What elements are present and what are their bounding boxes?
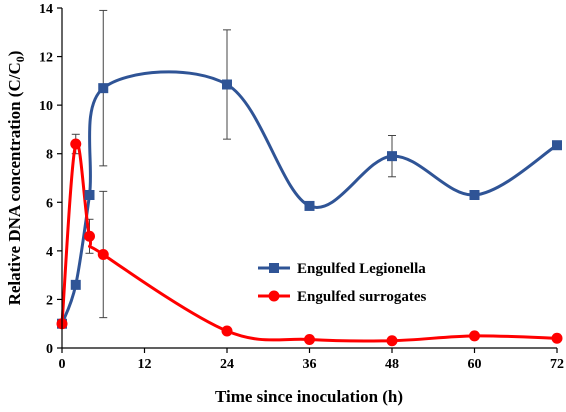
data-point: [469, 330, 480, 342]
x-axis-title: Time since inoculation (h): [215, 387, 403, 406]
legend-label-legionella: Engulfed Legionella: [297, 261, 426, 277]
data-point: [386, 335, 398, 347]
y-axis-title: Relative DNA concentration (C/C0): [5, 51, 27, 306]
legend-label-surrogates: Engulfed surrogates: [297, 289, 426, 305]
x-tick-label: 48: [385, 357, 399, 372]
x-tick-label: 60: [468, 357, 482, 372]
data-point: [304, 334, 315, 345]
data-point: [304, 200, 315, 211]
data-point: [97, 249, 109, 260]
x-tick-label: 36: [303, 357, 317, 372]
y-tick-label: 0: [46, 342, 53, 357]
series-markers: [56, 79, 563, 347]
y-tick-label: 10: [39, 99, 53, 114]
legend: Engulfed Legionella Engulfed surrogates: [258, 261, 426, 305]
data-point: [70, 138, 82, 150]
x-tick-label: 0: [59, 357, 66, 372]
data-point: [221, 325, 233, 337]
legend-marker-surrogates: [268, 290, 280, 302]
y-axis-title-end: ): [5, 51, 24, 57]
y-axis-title-main: Relative DNA concentration (C/C: [5, 62, 24, 305]
data-point: [387, 151, 397, 162]
data-point: [551, 332, 563, 344]
data-point: [84, 190, 95, 200]
x-tick-label: 72: [550, 357, 564, 372]
legend-marker-legionella: [269, 263, 279, 273]
series-line: [60, 140, 558, 343]
y-axis-title-subscript: 0: [13, 56, 27, 62]
data-point: [70, 279, 81, 290]
y-tick-label: 6: [46, 196, 53, 211]
x-tick-label: 12: [138, 357, 152, 372]
data-point: [222, 79, 232, 90]
y-tick-label: 4: [46, 245, 53, 260]
y-tick-label: 12: [39, 51, 53, 66]
x-tick-label: 24: [220, 357, 234, 372]
y-tick-label: 2: [46, 293, 53, 308]
data-point: [84, 230, 95, 242]
data-point: [469, 190, 480, 200]
data-point: [552, 140, 562, 151]
y-tick-label: 8: [46, 148, 53, 163]
data-point: [98, 83, 109, 94]
series-line: [60, 70, 558, 325]
y-tick-label: 14: [39, 2, 53, 17]
